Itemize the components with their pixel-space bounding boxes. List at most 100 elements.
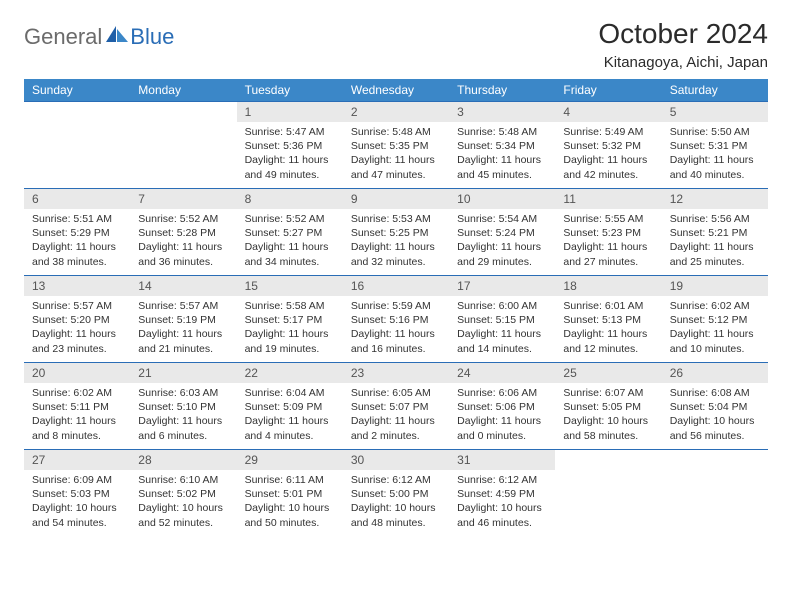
calendar-cell: 14Sunrise: 5:57 AMSunset: 5:19 PMDayligh… — [130, 276, 236, 362]
day-details: Sunrise: 5:49 AMSunset: 5:32 PMDaylight:… — [555, 122, 661, 186]
day-details: Sunrise: 6:10 AMSunset: 5:02 PMDaylight:… — [130, 470, 236, 534]
day-details: Sunrise: 5:57 AMSunset: 5:20 PMDaylight:… — [24, 296, 130, 360]
sunrise-text: Sunrise: 5:54 AM — [457, 212, 547, 226]
day-details: Sunrise: 5:50 AMSunset: 5:31 PMDaylight:… — [662, 122, 768, 186]
calendar-grid: Sunday Monday Tuesday Wednesday Thursday… — [24, 79, 768, 536]
sunset-text: Sunset: 5:02 PM — [138, 487, 228, 501]
day-number: 31 — [449, 450, 555, 470]
calendar-cell: 1Sunrise: 5:47 AMSunset: 5:36 PMDaylight… — [237, 102, 343, 188]
day-details: Sunrise: 6:12 AMSunset: 5:00 PMDaylight:… — [343, 470, 449, 534]
day-number: 13 — [24, 276, 130, 296]
day-details: Sunrise: 6:05 AMSunset: 5:07 PMDaylight:… — [343, 383, 449, 447]
location-label: Kitanagoya, Aichi, Japan — [598, 54, 768, 71]
calendar-week: 20Sunrise: 6:02 AMSunset: 5:11 PMDayligh… — [24, 362, 768, 449]
sunrise-text: Sunrise: 6:02 AM — [32, 386, 122, 400]
calendar-cell: 27Sunrise: 6:09 AMSunset: 5:03 PMDayligh… — [24, 450, 130, 536]
sunset-text: Sunset: 5:17 PM — [245, 313, 335, 327]
sunrise-text: Sunrise: 5:57 AM — [32, 299, 122, 313]
day-header-wednesday: Wednesday — [343, 79, 449, 101]
daylight-text: Daylight: 11 hours and 14 minutes. — [457, 327, 547, 355]
sunrise-text: Sunrise: 6:02 AM — [670, 299, 760, 313]
day-number: 10 — [449, 189, 555, 209]
calendar-cell: 12Sunrise: 5:56 AMSunset: 5:21 PMDayligh… — [662, 189, 768, 275]
sunrise-text: Sunrise: 5:56 AM — [670, 212, 760, 226]
calendar-cell: 21Sunrise: 6:03 AMSunset: 5:10 PMDayligh… — [130, 363, 236, 449]
sunset-text: Sunset: 5:12 PM — [670, 313, 760, 327]
daylight-text: Daylight: 11 hours and 6 minutes. — [138, 414, 228, 442]
day-details: Sunrise: 6:12 AMSunset: 4:59 PMDaylight:… — [449, 470, 555, 534]
day-details: Sunrise: 5:54 AMSunset: 5:24 PMDaylight:… — [449, 209, 555, 273]
day-details: Sunrise: 6:02 AMSunset: 5:12 PMDaylight:… — [662, 296, 768, 360]
day-number: 1 — [237, 102, 343, 122]
calendar-cell: 20Sunrise: 6:02 AMSunset: 5:11 PMDayligh… — [24, 363, 130, 449]
sunset-text: Sunset: 5:11 PM — [32, 400, 122, 414]
sunset-text: Sunset: 5:03 PM — [32, 487, 122, 501]
calendar-cell: 18Sunrise: 6:01 AMSunset: 5:13 PMDayligh… — [555, 276, 661, 362]
sunset-text: Sunset: 5:27 PM — [245, 226, 335, 240]
day-header-saturday: Saturday — [662, 79, 768, 101]
calendar-cell: 24Sunrise: 6:06 AMSunset: 5:06 PMDayligh… — [449, 363, 555, 449]
sunset-text: Sunset: 5:13 PM — [563, 313, 653, 327]
daylight-text: Daylight: 11 hours and 19 minutes. — [245, 327, 335, 355]
calendar-cell: 26Sunrise: 6:08 AMSunset: 5:04 PMDayligh… — [662, 363, 768, 449]
calendar-week: 1Sunrise: 5:47 AMSunset: 5:36 PMDaylight… — [24, 101, 768, 188]
calendar-cell: 28Sunrise: 6:10 AMSunset: 5:02 PMDayligh… — [130, 450, 236, 536]
sunset-text: Sunset: 5:36 PM — [245, 139, 335, 153]
calendar-week: 27Sunrise: 6:09 AMSunset: 5:03 PMDayligh… — [24, 449, 768, 536]
daylight-text: Daylight: 11 hours and 29 minutes. — [457, 240, 547, 268]
sunset-text: Sunset: 5:05 PM — [563, 400, 653, 414]
sunset-text: Sunset: 5:35 PM — [351, 139, 441, 153]
day-number: 17 — [449, 276, 555, 296]
day-details: Sunrise: 6:06 AMSunset: 5:06 PMDaylight:… — [449, 383, 555, 447]
calendar-cell: 23Sunrise: 6:05 AMSunset: 5:07 PMDayligh… — [343, 363, 449, 449]
day-number: 15 — [237, 276, 343, 296]
daylight-text: Daylight: 10 hours and 56 minutes. — [670, 414, 760, 442]
sunset-text: Sunset: 5:25 PM — [351, 226, 441, 240]
day-headers-row: Sunday Monday Tuesday Wednesday Thursday… — [24, 79, 768, 101]
sunset-text: Sunset: 5:28 PM — [138, 226, 228, 240]
calendar-cell: 2Sunrise: 5:48 AMSunset: 5:35 PMDaylight… — [343, 102, 449, 188]
daylight-text: Daylight: 10 hours and 50 minutes. — [245, 501, 335, 529]
sunrise-text: Sunrise: 6:12 AM — [457, 473, 547, 487]
sunrise-text: Sunrise: 5:55 AM — [563, 212, 653, 226]
day-details: Sunrise: 5:48 AMSunset: 5:34 PMDaylight:… — [449, 122, 555, 186]
daylight-text: Daylight: 11 hours and 40 minutes. — [670, 153, 760, 181]
sunset-text: Sunset: 5:24 PM — [457, 226, 547, 240]
sunset-text: Sunset: 5:00 PM — [351, 487, 441, 501]
calendar-week: 6Sunrise: 5:51 AMSunset: 5:29 PMDaylight… — [24, 188, 768, 275]
day-number: 2 — [343, 102, 449, 122]
day-details: Sunrise: 5:59 AMSunset: 5:16 PMDaylight:… — [343, 296, 449, 360]
day-number: 29 — [237, 450, 343, 470]
day-details: Sunrise: 5:52 AMSunset: 5:28 PMDaylight:… — [130, 209, 236, 273]
day-details: Sunrise: 6:04 AMSunset: 5:09 PMDaylight:… — [237, 383, 343, 447]
sunset-text: Sunset: 5:06 PM — [457, 400, 547, 414]
day-number: 26 — [662, 363, 768, 383]
day-number: 6 — [24, 189, 130, 209]
sunrise-text: Sunrise: 5:58 AM — [245, 299, 335, 313]
sunrise-text: Sunrise: 5:52 AM — [138, 212, 228, 226]
sunset-text: Sunset: 5:29 PM — [32, 226, 122, 240]
day-details: Sunrise: 5:56 AMSunset: 5:21 PMDaylight:… — [662, 209, 768, 273]
day-details: Sunrise: 5:58 AMSunset: 5:17 PMDaylight:… — [237, 296, 343, 360]
daylight-text: Daylight: 11 hours and 21 minutes. — [138, 327, 228, 355]
calendar-cell: 10Sunrise: 5:54 AMSunset: 5:24 PMDayligh… — [449, 189, 555, 275]
calendar-cell: 19Sunrise: 6:02 AMSunset: 5:12 PMDayligh… — [662, 276, 768, 362]
daylight-text: Daylight: 11 hours and 4 minutes. — [245, 414, 335, 442]
day-number: 18 — [555, 276, 661, 296]
day-details: Sunrise: 5:55 AMSunset: 5:23 PMDaylight:… — [555, 209, 661, 273]
sunset-text: Sunset: 5:19 PM — [138, 313, 228, 327]
sunrise-text: Sunrise: 5:52 AM — [245, 212, 335, 226]
calendar-cell — [555, 450, 661, 536]
sunrise-text: Sunrise: 5:59 AM — [351, 299, 441, 313]
day-number: 3 — [449, 102, 555, 122]
daylight-text: Daylight: 10 hours and 46 minutes. — [457, 501, 547, 529]
day-header-sunday: Sunday — [24, 79, 130, 101]
sunrise-text: Sunrise: 5:48 AM — [351, 125, 441, 139]
logo-text-general: General — [24, 24, 102, 50]
sunset-text: Sunset: 5:04 PM — [670, 400, 760, 414]
daylight-text: Daylight: 11 hours and 12 minutes. — [563, 327, 653, 355]
daylight-text: Daylight: 11 hours and 45 minutes. — [457, 153, 547, 181]
day-number: 21 — [130, 363, 236, 383]
day-number: 23 — [343, 363, 449, 383]
calendar-cell: 11Sunrise: 5:55 AMSunset: 5:23 PMDayligh… — [555, 189, 661, 275]
